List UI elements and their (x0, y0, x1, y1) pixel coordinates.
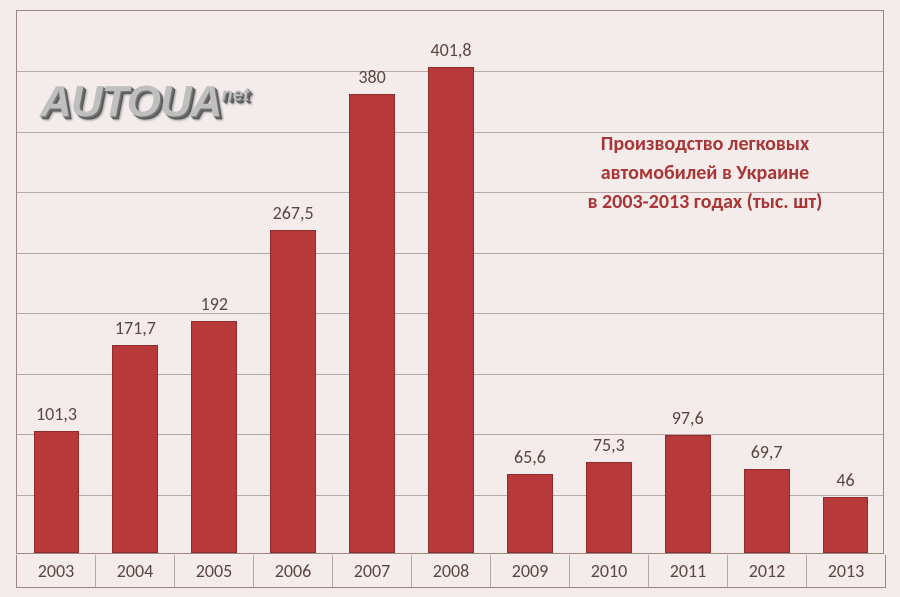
bar-value-label: 267,5 (273, 202, 314, 224)
bar (34, 431, 80, 553)
bar-value-label: 101,3 (36, 403, 77, 425)
bar-value-label: 192 (201, 293, 228, 315)
bar-value-label: 69,7 (751, 441, 783, 463)
x-axis-label: 2003 (17, 555, 96, 587)
x-axis-label: 2010 (570, 555, 649, 587)
bar (744, 469, 790, 553)
bar (428, 67, 474, 553)
title-line: Производство легковых (550, 130, 860, 159)
bar-value-label: 97,6 (672, 407, 704, 429)
bar-value-label: 380 (358, 66, 385, 88)
bar (586, 462, 632, 553)
x-axis-label: 2009 (491, 555, 570, 587)
x-axis-label: 2012 (728, 555, 807, 587)
bar (191, 321, 237, 553)
title-line: автомобилей в Украине (550, 159, 860, 188)
bar (507, 474, 553, 553)
x-axis-label: 2005 (175, 555, 254, 587)
x-axis-label: 2004 (96, 555, 175, 587)
bar (349, 94, 395, 553)
chart-title: Производство легковых автомобилей в Укра… (550, 130, 860, 217)
bar (823, 497, 869, 553)
bar-value-label: 401,8 (431, 39, 472, 61)
x-axis: 2003200420052006200720082009201020112012… (16, 555, 886, 588)
x-axis-label: 2013 (807, 555, 885, 587)
bar (665, 435, 711, 553)
x-axis-label: 2011 (649, 555, 728, 587)
title-line: в 2003-2013 годах (тыс. шт) (550, 188, 860, 217)
x-axis-label: 2008 (412, 555, 491, 587)
logo-main: AUTOUA (40, 77, 221, 126)
bar-value-label: 171,7 (115, 317, 156, 339)
bar (270, 230, 316, 553)
bar-value-label: 75,3 (593, 434, 625, 456)
logo-suffix: net (221, 83, 249, 104)
chart-canvas: 101,3 171,7 192 267,5 380 401,8 65,6 75,3 97,6 69… (0, 0, 900, 597)
bar (112, 345, 158, 553)
bar-value-label: 65,6 (514, 446, 546, 468)
x-axis-label: 2007 (333, 555, 412, 587)
x-axis-label: 2006 (254, 555, 333, 587)
watermark-logo: AUTOUAnet (40, 80, 249, 124)
bar-value-label: 46 (836, 469, 854, 491)
